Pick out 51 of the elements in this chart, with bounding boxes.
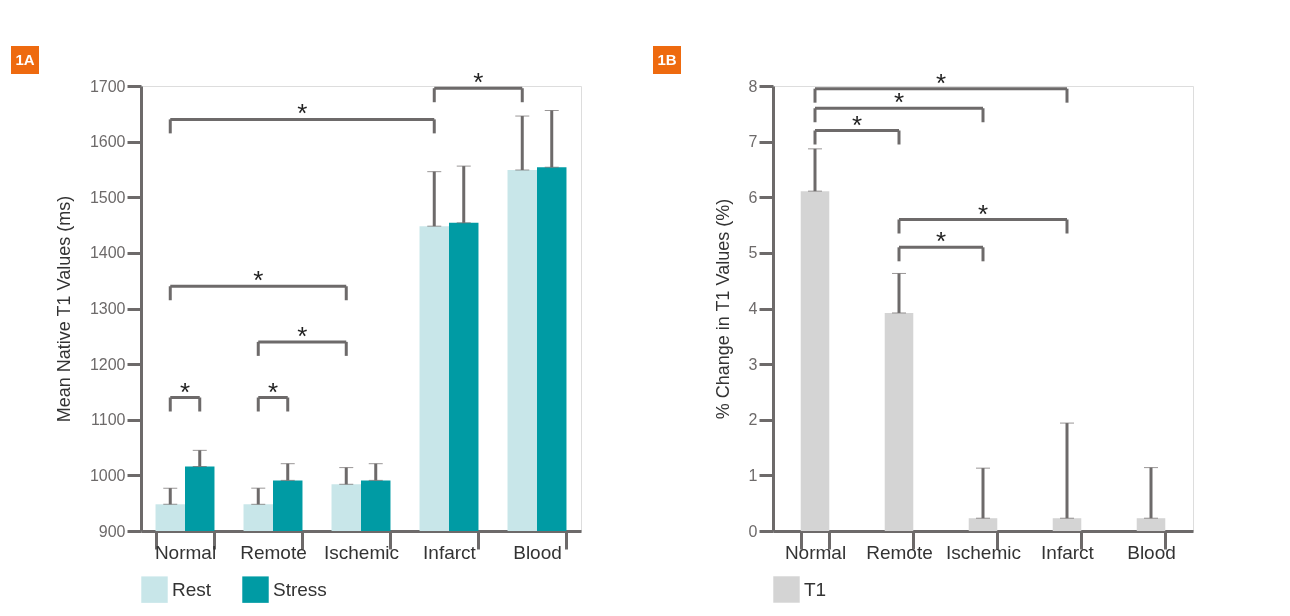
y-tick-label: 5 (748, 244, 758, 262)
annotation: * (179, 376, 191, 407)
chart-title: 1A (15, 51, 35, 68)
legend-label: Stress (273, 578, 327, 600)
y-tick-label: 1500 (89, 188, 126, 206)
y-tick-label: 3 (748, 355, 758, 373)
y-tick-label: 8 (748, 77, 758, 95)
y-tick-label: 1700 (89, 77, 126, 95)
y-tick-label: 0 (748, 522, 758, 540)
x-tick-label: Infarct (423, 541, 477, 563)
bar (1136, 518, 1166, 531)
bar (968, 518, 998, 531)
x-tick-label: Remote (240, 541, 307, 563)
annotation: * (977, 198, 989, 229)
y-tick-label: 1300 (89, 300, 126, 317)
annotation: * (253, 265, 264, 296)
annotation: * (297, 320, 308, 351)
bar (1052, 518, 1082, 531)
bar (884, 312, 914, 531)
x-tick-label: Ischemic (946, 541, 1021, 563)
x-tick-label: Blood (513, 541, 562, 563)
annotation: * (473, 67, 484, 98)
y-tick-label: 900 (98, 522, 126, 540)
annotation: * (297, 98, 308, 129)
x-tick-label: Normal (154, 541, 217, 563)
y-tick-label: 1000 (89, 466, 126, 484)
annotation: * (851, 109, 863, 140)
y-tick-label: 7 (748, 133, 758, 151)
y-tick-label: 1100 (91, 411, 126, 429)
x-tick-label: Blood (1127, 541, 1176, 563)
y-tick-label: 1 (748, 466, 758, 484)
x-tick-label: Ischemic (324, 541, 399, 563)
x-tick-label: Infarct (1041, 541, 1095, 563)
y-tick-label: 6 (748, 188, 758, 206)
annotation: * (267, 376, 279, 407)
annotation: * (935, 226, 947, 257)
y-axis-title: Mean Native T1 Values (ms) (53, 195, 74, 423)
y-tick-label: 1400 (89, 244, 126, 262)
annotation: * (935, 67, 947, 98)
chart-title: 1B (657, 51, 677, 68)
y-axis-title: % Change in T1 Values (%) (712, 198, 733, 420)
bar (800, 191, 830, 531)
legend-label: T1 (804, 578, 827, 600)
x-tick-label: Remote (866, 541, 933, 563)
x-tick-label: Normal (784, 541, 847, 563)
legend-label: Rest (172, 578, 212, 600)
y-tick-label: 4 (748, 300, 758, 317)
y-tick-label: 1200 (89, 355, 126, 373)
y-tick-label: 1600 (89, 133, 126, 151)
annotation: * (893, 87, 905, 118)
y-tick-label: 2 (748, 411, 758, 429)
